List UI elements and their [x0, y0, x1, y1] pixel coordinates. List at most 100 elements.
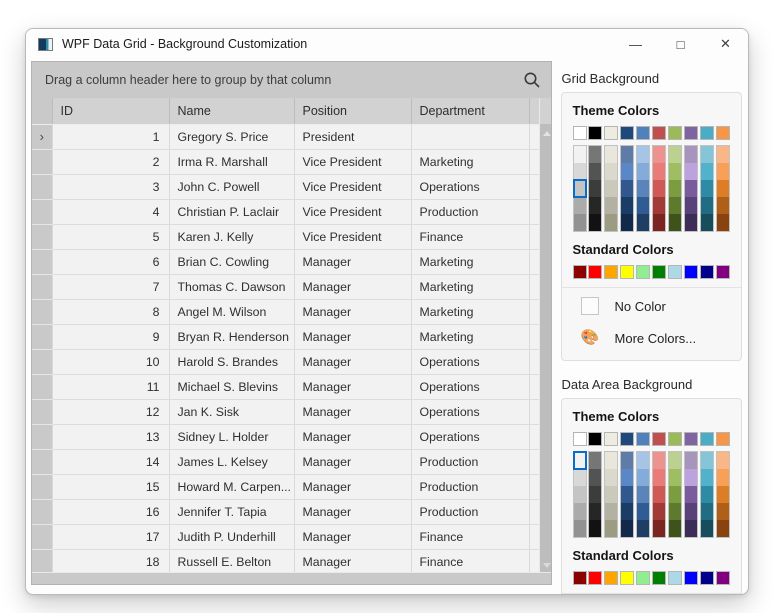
theme-variant-swatch[interactable] [653, 520, 666, 537]
standard-color-swatch[interactable] [588, 265, 603, 279]
theme-color-swatch[interactable] [636, 126, 651, 140]
theme-variant-swatch[interactable] [637, 520, 650, 537]
standard-color-swatch[interactable] [604, 571, 619, 585]
theme-variant-swatch[interactable] [573, 197, 586, 214]
cell-name[interactable]: Bryan R. Henderson [168, 324, 294, 350]
theme-variant-swatch[interactable] [653, 469, 666, 486]
cell-department[interactable]: Production [410, 499, 529, 525]
theme-variant-swatch[interactable] [716, 486, 729, 503]
theme-variant-swatch[interactable] [701, 214, 714, 231]
cell-position[interactable]: Manager [293, 274, 411, 300]
cell-filler[interactable] [528, 499, 539, 525]
theme-variant-swatch[interactable] [669, 146, 682, 163]
theme-variant-swatch[interactable] [573, 163, 586, 180]
cell-filler[interactable] [528, 224, 539, 250]
theme-variant-swatch[interactable] [701, 469, 714, 486]
row-indicator[interactable] [32, 449, 52, 475]
theme-variant-swatch[interactable] [621, 503, 634, 520]
theme-variant-swatch[interactable] [685, 503, 698, 520]
table-row[interactable]: 5 Karen J. Kelly Vice President Finance [32, 224, 539, 250]
theme-variant-swatch[interactable] [701, 180, 714, 197]
table-row[interactable]: 4 Christian P. Laclair Vice President Produ… [32, 199, 539, 225]
theme-variant-swatch[interactable] [621, 146, 634, 163]
cell-id[interactable]: 7 [51, 274, 169, 300]
theme-variant-swatch[interactable] [589, 452, 602, 469]
scrollbar-track[interactable] [539, 124, 551, 572]
cell-name[interactable]: Howard M. Carpen... [168, 474, 294, 500]
cell-id[interactable]: 8 [51, 299, 169, 325]
cell-department[interactable]: Marketing [410, 249, 529, 275]
cell-filler[interactable] [528, 424, 539, 450]
cell-position[interactable]: Manager [293, 399, 411, 425]
theme-variant-swatch[interactable] [653, 452, 666, 469]
table-row[interactable]: 6 Brian C. Cowling Manager Marketing [32, 249, 539, 275]
theme-variant-swatch[interactable] [621, 163, 634, 180]
no-color-swatch[interactable] [580, 297, 599, 315]
table-row[interactable]: 15 Howard M. Carpen... Manager Production [32, 474, 539, 500]
theme-variant-swatch[interactable] [589, 469, 602, 486]
selected-color-swatch[interactable] [572, 179, 587, 198]
theme-variant-swatch[interactable] [685, 197, 698, 214]
theme-color-swatch[interactable] [620, 432, 635, 446]
theme-color-swatch[interactable] [572, 432, 587, 446]
cell-position[interactable]: Vice President [293, 224, 411, 250]
table-row[interactable]: 18 Russell E. Belton Manager Finance [32, 549, 539, 572]
maximize-button[interactable]: □ [658, 29, 703, 59]
cell-filler[interactable] [528, 149, 539, 175]
theme-variant-swatch[interactable] [573, 520, 586, 537]
cell-department[interactable]: Operations [410, 349, 529, 375]
theme-color-swatch[interactable] [604, 432, 619, 446]
minimize-button[interactable]: — [613, 29, 658, 59]
row-indicator[interactable] [32, 249, 52, 275]
theme-variant-swatch[interactable] [669, 452, 682, 469]
row-indicator[interactable] [32, 399, 52, 425]
cell-position[interactable]: Manager [293, 474, 411, 500]
cell-name[interactable]: Jan K. Sisk [168, 399, 294, 425]
theme-variant-swatch[interactable] [637, 486, 650, 503]
cell-id[interactable]: 14 [51, 449, 169, 475]
theme-variant-swatch[interactable] [653, 163, 666, 180]
cell-id[interactable]: 5 [51, 224, 169, 250]
cell-filler[interactable] [528, 524, 539, 550]
row-indicator[interactable] [32, 299, 52, 325]
theme-color-swatch[interactable] [652, 126, 667, 140]
cell-name[interactable]: Irma R. Marshall [168, 149, 294, 175]
theme-color-swatch[interactable] [588, 126, 603, 140]
theme-variant-swatch[interactable] [605, 163, 618, 180]
cell-filler[interactable] [528, 124, 539, 150]
cell-position[interactable]: President [293, 124, 411, 150]
cell-filler[interactable] [528, 199, 539, 225]
standard-color-swatch[interactable] [620, 265, 635, 279]
row-indicator[interactable] [32, 499, 52, 525]
theme-variant-swatch[interactable] [605, 452, 618, 469]
cell-department[interactable]: Production [410, 474, 529, 500]
theme-variant-swatch[interactable] [701, 163, 714, 180]
cell-filler[interactable] [528, 249, 539, 275]
cell-filler[interactable] [528, 474, 539, 500]
theme-variant-swatch[interactable] [573, 469, 586, 486]
theme-color-swatch[interactable] [652, 432, 667, 446]
standard-color-swatch[interactable] [572, 265, 587, 279]
theme-variant-swatch[interactable] [589, 214, 602, 231]
selected-color-swatch[interactable] [572, 451, 587, 470]
theme-variant-swatch[interactable] [685, 180, 698, 197]
theme-variant-swatch[interactable] [701, 520, 714, 537]
theme-color-swatch[interactable] [700, 432, 715, 446]
row-indicator[interactable] [32, 149, 52, 175]
theme-variant-swatch[interactable] [621, 197, 634, 214]
cell-position[interactable]: Manager [293, 324, 411, 350]
theme-color-swatch[interactable] [668, 432, 683, 446]
cell-department[interactable]: Marketing [410, 149, 529, 175]
theme-variant-swatch[interactable] [669, 197, 682, 214]
theme-variant-swatch[interactable] [716, 214, 729, 231]
theme-variant-swatch[interactable] [653, 180, 666, 197]
cell-id[interactable]: 9 [51, 324, 169, 350]
theme-variant-swatch[interactable] [716, 520, 729, 537]
theme-variant-swatch[interactable] [716, 452, 729, 469]
theme-variant-swatch[interactable] [701, 486, 714, 503]
cell-filler[interactable] [528, 299, 539, 325]
cell-name[interactable]: Jennifer T. Tapia [168, 499, 294, 525]
row-indicator[interactable] [32, 524, 52, 550]
theme-variant-swatch[interactable] [589, 486, 602, 503]
theme-color-swatch[interactable] [620, 126, 635, 140]
